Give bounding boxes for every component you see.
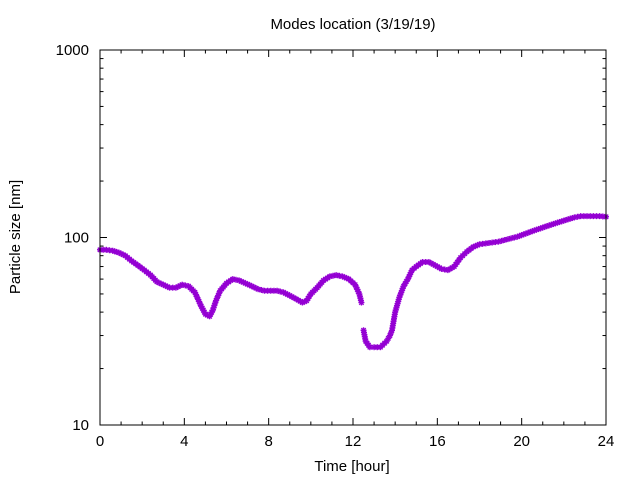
data-point [398, 287, 405, 294]
plot-frame [99, 49, 607, 426]
y-tick-label: 1000 [56, 42, 89, 59]
x-axis-label: Time [hour] [314, 458, 389, 475]
data-point [358, 299, 365, 306]
tick-marks [99, 49, 607, 426]
x-tick-label: 4 [180, 433, 188, 450]
x-tick-label: 24 [598, 433, 615, 450]
tick-labels: 0 4 8 12 16 20 24 10 100 1000 [56, 42, 615, 450]
y-axis-label: Particle size [nm] [7, 180, 24, 294]
data-point [209, 307, 216, 314]
y-tick-label: 100 [64, 230, 89, 247]
chart-title: Modes location (3/19/19) [270, 16, 435, 33]
x-tick-label: 8 [264, 433, 272, 450]
data-point [399, 285, 406, 292]
x-tick-label: 12 [345, 433, 362, 450]
data-points [97, 213, 609, 351]
x-tick-label: 16 [429, 433, 446, 450]
data-point [396, 294, 403, 301]
x-tick-label: 0 [96, 433, 104, 450]
y-tick-label: 10 [72, 417, 89, 434]
x-tick-label: 20 [513, 433, 530, 450]
